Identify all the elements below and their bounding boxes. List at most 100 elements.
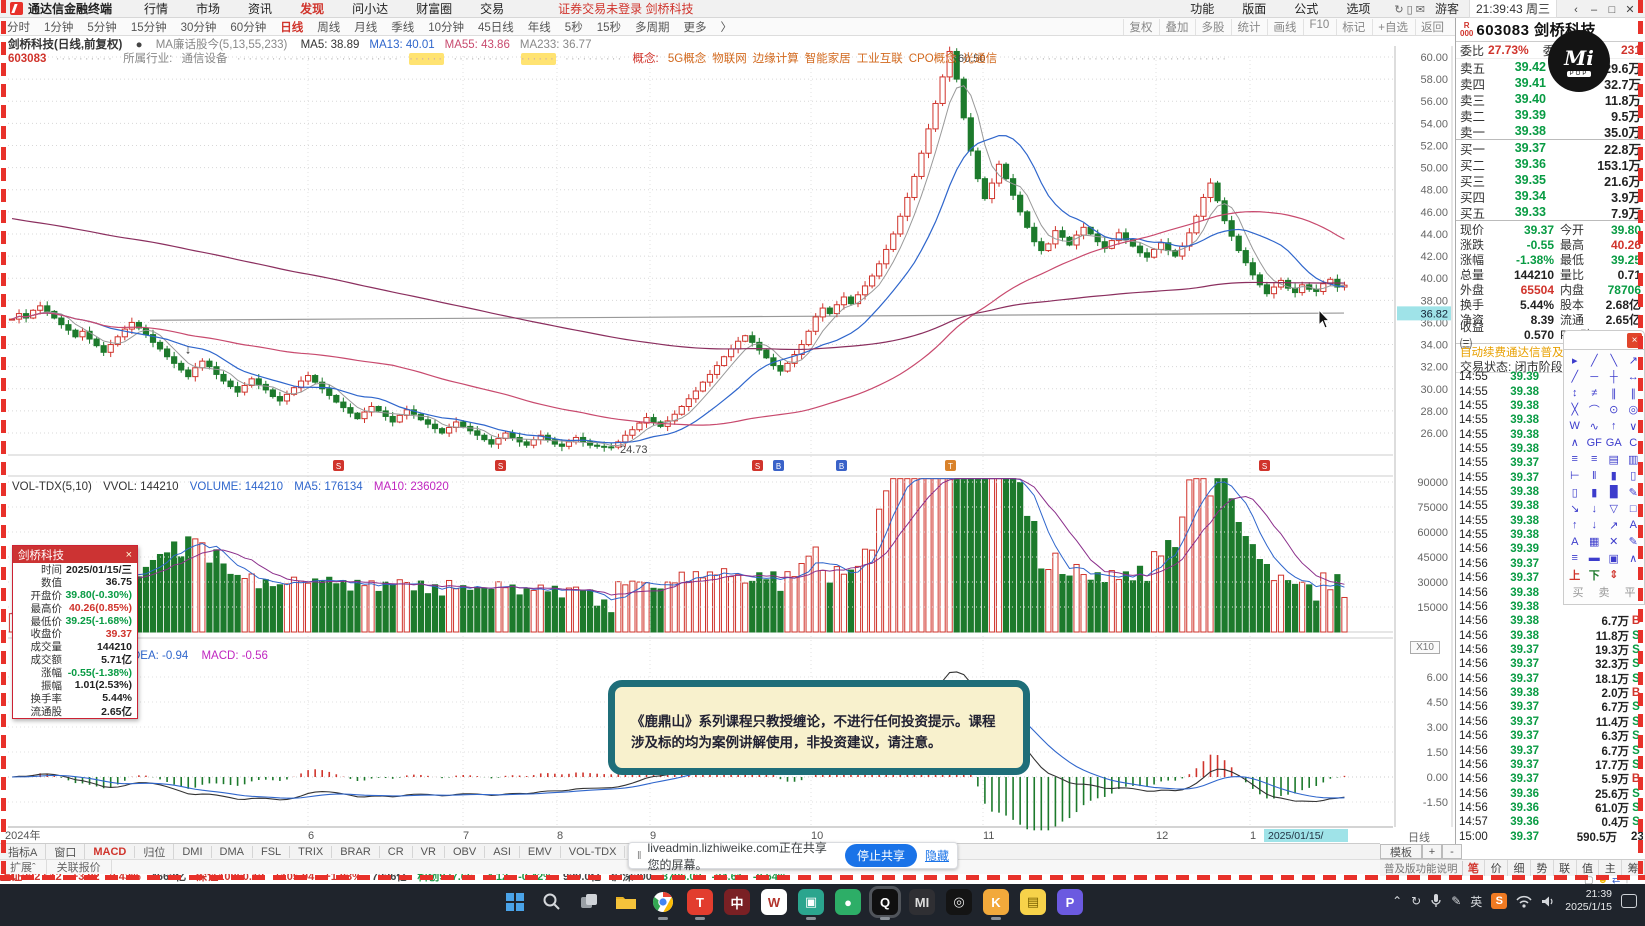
period-季线[interactable]: 季线: [391, 21, 415, 34]
collapse-button[interactable]: ‹: [1574, 3, 1578, 16]
pen-icon[interactable]: ✎: [1451, 894, 1462, 909]
menu-item-功能[interactable]: 功能: [1190, 2, 1215, 16]
period-年线[interactable]: 年线: [527, 21, 551, 34]
concept-边缘计算[interactable]: 边缘计算: [752, 53, 799, 65]
draw-tool-icon[interactable]: ∨: [1629, 420, 1638, 433]
vol-indicator-name[interactable]: VOL-TDX(5,10): [12, 481, 92, 493]
concept-CPO概念[interactable]: CPO概念: [908, 53, 957, 65]
menu-item-资讯[interactable]: 资讯: [248, 2, 273, 16]
period-多周期[interactable]: 多周期: [635, 21, 670, 34]
concept-光通信[interactable]: 光通信: [962, 53, 998, 65]
draw-tool-icon[interactable]: ↕: [1572, 387, 1578, 400]
concept-工业互联[interactable]: 工业互联: [856, 53, 903, 65]
draw-tool-icon[interactable]: ⊙: [1609, 404, 1619, 417]
taskbar-tdx-icon[interactable]: T: [687, 889, 713, 920]
renewal-notice[interactable]: 自动续费通达信普及: [1460, 347, 1564, 358]
draw-tool-icon[interactable]: ⊢: [1569, 470, 1580, 483]
tick-list[interactable]: 14:55 39.39 14:55 39.38 14:55 39.38 14:55 39.38…: [1456, 370, 1645, 844]
draw-tool-icon[interactable]: ↑: [1572, 519, 1578, 532]
draw-tool-icon[interactable]: ⌒: [1588, 404, 1600, 417]
tab-MACD[interactable]: MACD: [85, 845, 136, 858]
draw-tool-icon[interactable]: █: [1609, 486, 1618, 499]
taskbar-wechat-icon[interactable]: ●: [835, 889, 861, 915]
period-30分钟[interactable]: 30分钟: [180, 21, 217, 34]
draw-tool-icon[interactable]: ∧: [1629, 552, 1638, 565]
panel-tab-联[interactable]: 联: [1554, 860, 1577, 876]
period-45日线[interactable]: 45日线: [478, 21, 514, 34]
industry-value[interactable]: 通信设备: [181, 53, 228, 65]
tool-标记[interactable]: 标记: [1336, 18, 1370, 35]
concept-智能家居[interactable]: 智能家居: [804, 53, 851, 65]
taskbar-w6-app-icon[interactable]: W: [761, 889, 787, 915]
expand-toggle[interactable]: 扩展ˆ: [0, 859, 47, 875]
taskbar-qq-icon[interactable]: Q: [869, 886, 901, 920]
panel-tab-笔[interactable]: 笔: [1463, 860, 1486, 876]
draw-tool-icon[interactable]: ▤: [1608, 453, 1619, 466]
tab-ASI[interactable]: ASI: [485, 845, 520, 858]
taskbar-teal-app-icon[interactable]: ▣: [798, 889, 824, 920]
draw-tool-icon[interactable]: ▯: [1571, 486, 1578, 499]
draw-tool-icon[interactable]: ▥: [1628, 453, 1639, 466]
popup-titlebar[interactable]: 剑桥科技 ×: [13, 546, 137, 563]
tool-+自选[interactable]: +自选: [1372, 18, 1413, 35]
draw-tool-icon[interactable]: ▮: [1610, 470, 1617, 483]
tab-EMV[interactable]: EMV: [520, 845, 561, 858]
panel-left-tab[interactable]: 普及版功能说明: [1380, 860, 1463, 876]
close-button[interactable]: ✕: [1625, 3, 1635, 16]
zoom-in-button[interactable]: +: [1422, 844, 1442, 859]
stop-share-button[interactable]: 停止共享: [844, 844, 917, 867]
draw-tool-icon[interactable]: ╱: [1571, 371, 1579, 384]
draw-tool-icon[interactable]: 上: [1569, 569, 1581, 582]
draw-tool-icon[interactable]: ▮: [1591, 486, 1598, 499]
draw-tool-icon[interactable]: ╱: [1590, 354, 1598, 367]
period-周线[interactable]: 周线: [317, 21, 341, 34]
panel-tab-值[interactable]: 值: [1577, 860, 1600, 876]
draw-tool-icon[interactable]: ▬: [1588, 552, 1600, 565]
volume-icon[interactable]: [1541, 895, 1556, 908]
draw-tool-icon[interactable]: ↘: [1570, 503, 1580, 516]
draw-tool-icon[interactable]: W: [1569, 420, 1580, 433]
tab-TRIX[interactable]: TRIX: [290, 845, 333, 858]
taskbar-mi-app-icon[interactable]: MI: [909, 889, 935, 915]
taskbar-file-explorer-icon[interactable]: [613, 889, 639, 915]
mini-icon[interactable]: ↑: [1624, 875, 1630, 886]
ime-language[interactable]: 英: [1470, 894, 1483, 909]
draw-tool-icon[interactable]: ≡: [1571, 453, 1578, 466]
tab-指标A[interactable]: 指标A: [0, 843, 47, 860]
tool-F10[interactable]: F10: [1303, 18, 1334, 35]
draw-tool-icon[interactable]: ▯: [1630, 470, 1637, 483]
draw-tool-icon[interactable]: ◎: [1628, 404, 1639, 417]
tab-BRAR[interactable]: BRAR: [332, 845, 380, 858]
menu-item-版面[interactable]: 版面: [1242, 2, 1267, 16]
notification-icon[interactable]: [1621, 894, 1637, 909]
draw-tool-icon[interactable]: ╲: [1610, 354, 1618, 367]
tab-linked-quote[interactable]: 关联报价: [47, 859, 112, 875]
period-1分钟[interactable]: 1分钟: [44, 21, 74, 34]
tool-统计[interactable]: 统计: [1231, 18, 1265, 35]
draw-tool-icon[interactable]: ↓: [1591, 519, 1598, 532]
period-更多[interactable]: 更多: [683, 21, 707, 34]
concept-物联网[interactable]: 物联网: [712, 53, 747, 65]
taskbar-red-app-icon[interactable]: 中: [724, 889, 750, 915]
tab-窗口[interactable]: 窗口: [46, 843, 86, 860]
draw-tool-icon[interactable]: 下: [1588, 569, 1600, 582]
tab-OBV[interactable]: OBV: [445, 845, 486, 858]
tab-DMA[interactable]: DMA: [212, 845, 253, 858]
close-icon[interactable]: ×: [125, 548, 132, 561]
period-60分钟[interactable]: 60分钟: [230, 21, 267, 34]
draw-tool-icon[interactable]: □: [1629, 502, 1637, 515]
tab-CR[interactable]: CR: [380, 845, 413, 858]
tab-VOL-TDX[interactable]: VOL-TDX: [561, 845, 626, 858]
draw-tool-icon[interactable]: ↔: [1627, 370, 1639, 383]
period-15秒[interactable]: 15秒: [596, 21, 621, 34]
period-15分钟[interactable]: 15分钟: [130, 21, 167, 34]
zoom-out-button[interactable]: -: [1442, 844, 1462, 859]
tool-画线[interactable]: 画线: [1267, 18, 1301, 35]
draw-tool-icon[interactable]: C: [1629, 436, 1638, 449]
palette-titlebar[interactable]: ×: [1563, 330, 1645, 350]
microphone-icon[interactable]: [1430, 893, 1442, 909]
taskbar-p-app-icon[interactable]: P: [1057, 889, 1083, 915]
draw-tool-icon[interactable]: ↑: [1611, 420, 1617, 433]
draw-tool-icon[interactable]: A: [1629, 519, 1637, 532]
draw-tool-icon[interactable]: ↗: [1628, 354, 1638, 367]
